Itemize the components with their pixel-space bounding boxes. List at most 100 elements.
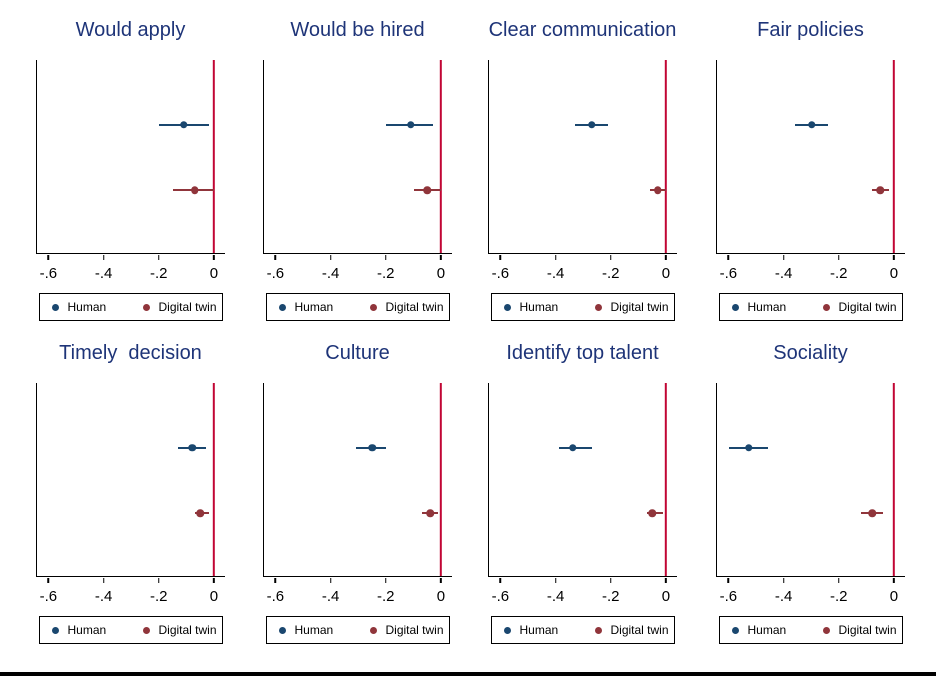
x-axis-ticks: -.6 -.4 -.2 0 [716, 254, 905, 285]
panel-title: Timely decision [59, 342, 202, 364]
twin-marker [648, 509, 657, 518]
tick-label: -.6 [719, 264, 738, 282]
x-tick: -.6 [266, 577, 285, 605]
tick-mark [838, 254, 840, 260]
x-tick: -.6 [492, 254, 509, 282]
x-axis-ticks: -.6 -.4 -.2 0 [488, 577, 677, 608]
x-tick: -.2 [150, 577, 168, 605]
coef-panel: Timely decision -.6 -.4 -.2 [36, 342, 225, 644]
coef-panel: Sociality -.6 -.4 -.2 [716, 342, 905, 644]
tick-label: -.4 [546, 587, 565, 605]
coef-panel: Would apply -.6 -.4 -.2 [36, 19, 225, 321]
legend-label-twin: Digital twin [838, 300, 897, 314]
tick-label: -.2 [830, 587, 848, 605]
twin-dot-icon [142, 626, 150, 634]
tick-mark [665, 577, 667, 583]
tick-mark [499, 577, 502, 583]
tick-mark [102, 254, 105, 260]
x-tick: -.4 [774, 254, 793, 282]
legend-label-twin: Digital twin [610, 300, 669, 314]
x-tick: -.6 [719, 254, 738, 282]
twin-dot-icon [594, 303, 602, 311]
plot-area [488, 60, 677, 254]
tick-mark [385, 254, 387, 260]
tick-label: -.2 [830, 264, 848, 282]
tick-mark [329, 254, 332, 260]
x-tick: -.4 [94, 577, 113, 605]
x-tick: -.4 [774, 577, 793, 605]
human-marker [188, 443, 196, 452]
tick-mark [47, 254, 50, 260]
tick-label: -.4 [94, 264, 113, 282]
bottom-rule [0, 672, 936, 676]
twin-marker [868, 509, 876, 518]
panel-title: Would apply [75, 19, 186, 41]
tick-mark [274, 577, 277, 583]
twin-dot-icon [369, 303, 377, 311]
legend-item-human: Human [492, 623, 583, 637]
zero-line [212, 60, 216, 253]
human-marker [588, 120, 596, 129]
human-dot-icon [51, 626, 59, 634]
tick-label: -.6 [491, 587, 510, 605]
zero-line [892, 383, 896, 576]
tick-label: -.4 [321, 587, 340, 605]
legend-label-human: Human [519, 300, 559, 314]
tick-mark [274, 254, 277, 260]
tick-mark [610, 254, 612, 260]
panel-legend: Human Digital twin [490, 293, 675, 321]
tick-mark [385, 577, 387, 583]
legend-item-human: Human [267, 300, 358, 314]
human-marker [807, 120, 816, 129]
panel-title: Would be hired [290, 19, 425, 41]
legend-item-twin: Digital twin [131, 623, 222, 637]
tick-label: -.4 [774, 587, 793, 605]
human-marker [180, 120, 188, 129]
legend-label-twin: Digital twin [385, 300, 444, 314]
x-tick: 0 [662, 254, 670, 282]
tick-mark [158, 577, 160, 583]
human-dot-icon [51, 303, 59, 311]
x-tick: 0 [662, 577, 670, 605]
twin-marker [423, 186, 432, 195]
legend-label-twin: Digital twin [385, 623, 444, 637]
tick-mark [610, 577, 612, 583]
zero-line [664, 60, 668, 253]
tick-label: -.2 [377, 264, 395, 282]
panel-legend: Human Digital twin [718, 293, 903, 321]
legend-label-human: Human [294, 300, 334, 314]
twin-dot-icon [594, 626, 602, 634]
legend-label-twin: Digital twin [610, 623, 669, 637]
legend-label-human: Human [67, 300, 107, 314]
x-tick: -.2 [150, 254, 168, 282]
panel-legend: Human Digital twin [38, 293, 223, 321]
x-axis-ticks: -.6 -.4 -.2 0 [263, 577, 452, 608]
plot-area [716, 60, 905, 254]
twin-dot-icon [142, 303, 150, 311]
human-marker [568, 443, 577, 452]
tick-mark [158, 254, 160, 260]
twin-marker [876, 186, 885, 195]
zero-line [892, 60, 896, 253]
plot-area [716, 383, 905, 577]
x-tick: 0 [437, 254, 445, 282]
tick-label: -.4 [774, 264, 793, 282]
tick-label: -.2 [150, 264, 168, 282]
human-dot-icon [278, 626, 286, 634]
tick-label: -.6 [266, 587, 285, 605]
tick-mark [727, 577, 730, 583]
human-marker [744, 443, 753, 452]
x-tick: 0 [890, 577, 898, 605]
panel-legend: Human Digital twin [718, 616, 903, 644]
x-tick: -.6 [267, 254, 284, 282]
tick-label: -.4 [94, 587, 113, 605]
legend-item-twin: Digital twin [583, 300, 674, 314]
x-axis-ticks: -.6 -.4 -.2 0 [36, 577, 225, 608]
legend-label-human: Human [67, 623, 107, 637]
x-tick: -.6 [491, 577, 510, 605]
tick-mark [47, 577, 50, 583]
human-marker [407, 120, 415, 129]
tick-label: -.6 [719, 587, 738, 605]
legend-item-human: Human [720, 300, 811, 314]
legend-label-human: Human [747, 623, 787, 637]
